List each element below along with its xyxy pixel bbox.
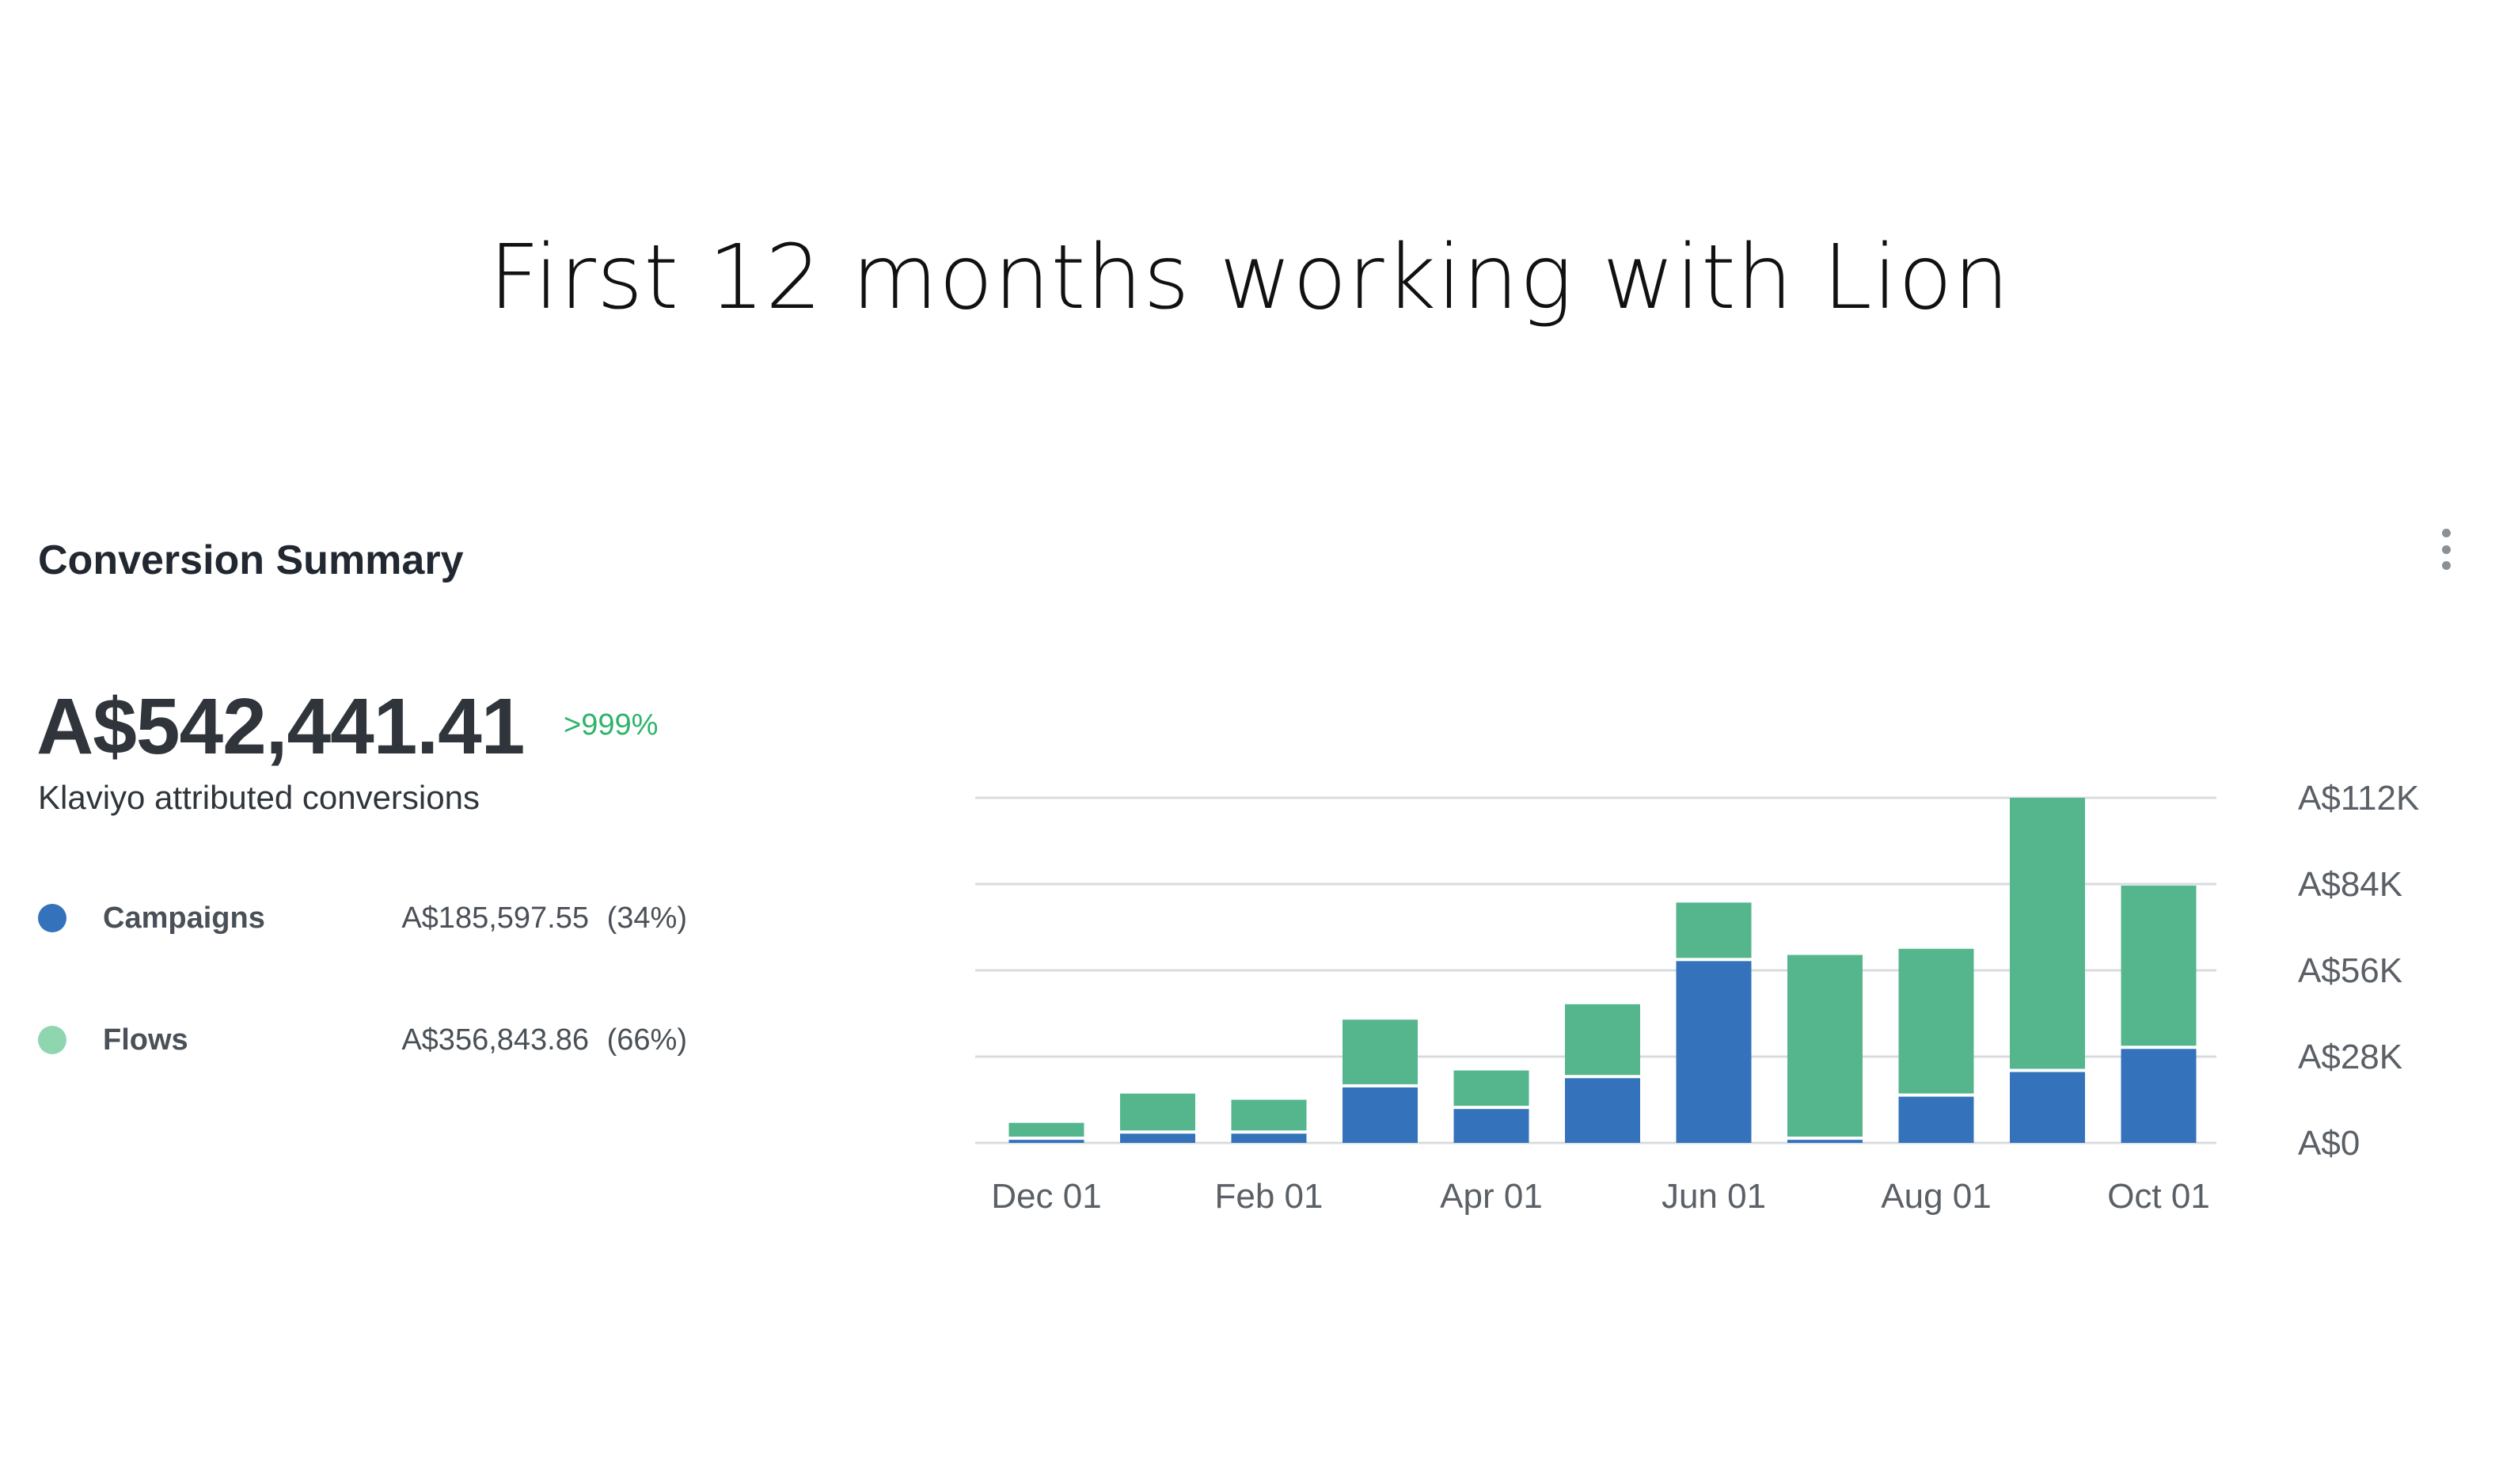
bar-flows [1676,902,1752,958]
bar-campaigns [1008,1140,1084,1143]
bar-campaigns [1676,961,1752,1143]
y-tick-label: A$56K [2298,951,2402,990]
x-tick-label: Jun 01 [1662,1177,1766,1216]
more-options-dot [2441,545,2451,554]
bar-flows [1787,955,1863,1137]
more-options-icon[interactable] [2432,526,2460,573]
bar-campaigns [2010,1072,2085,1143]
legend-row-flows: Flows A$356,843.86 (66%) [38,1018,687,1062]
bar-campaigns [2121,1049,2197,1143]
y-tick-label: A$0 [2298,1124,2360,1163]
bar-campaigns [1343,1087,1418,1143]
x-tick-label: Dec 01 [991,1177,1101,1216]
x-tick-label: Feb 01 [1215,1177,1324,1216]
legend-row-campaigns: Campaigns A$185,597.55 (34%) [38,896,687,940]
conversion-bar-chart: A$0 A$28K A$56K A$84K A$112K Dec 01 Feb 01 Apr … [975,779,2419,1216]
bar-flows [1231,1099,1307,1131]
y-tick-label: A$112K [2298,779,2419,818]
x-tick-label: Oct 01 [2107,1177,2210,1216]
bar-flows [2121,885,2197,1046]
y-tick-label: A$28K [2298,1038,2402,1076]
bar-flows [1008,1122,1084,1137]
bar-campaigns [1120,1133,1195,1143]
legend-amount-campaigns: A$185,597.55 [401,901,589,935]
total-conversions-caption: Klaviyo attributed conversions [38,779,480,816]
legend-percent-campaigns: (34%) [606,901,687,935]
flows-color-dot [38,1026,66,1054]
legend-label-flows: Flows [103,1023,188,1057]
bar-flows [1898,948,1974,1094]
more-options-dot [2441,529,2451,537]
conversion-summary-heading: Conversion Summary [38,537,464,583]
x-tick-label: Aug 01 [1881,1177,1991,1216]
total-conversions-value: A$542,441.41 [36,682,525,771]
bar-campaigns [1898,1096,1974,1143]
y-tick-label: A$84K [2298,865,2402,904]
bar-campaigns [1231,1133,1307,1143]
bar-flows [2010,798,2085,1069]
x-tick-label: Apr 01 [1440,1177,1543,1216]
bar-campaigns [1565,1078,1640,1143]
bar-flows [1453,1070,1529,1106]
page-title: First 12 months working with Lion [488,226,2011,329]
legend-percent-flows: (66%) [606,1023,687,1057]
bar-flows [1343,1019,1418,1084]
legend-amount-flows: A$356,843.86 [401,1023,589,1057]
bar-flows [1120,1093,1195,1131]
bar-flows [1565,1004,1640,1076]
legend-label-campaigns: Campaigns [103,901,265,935]
bar-campaigns [1453,1109,1529,1143]
growth-percentage-badge: >999% [564,708,659,742]
bar-campaigns [1787,1140,1863,1143]
campaigns-color-dot [38,904,66,932]
more-options-dot [2441,561,2451,570]
